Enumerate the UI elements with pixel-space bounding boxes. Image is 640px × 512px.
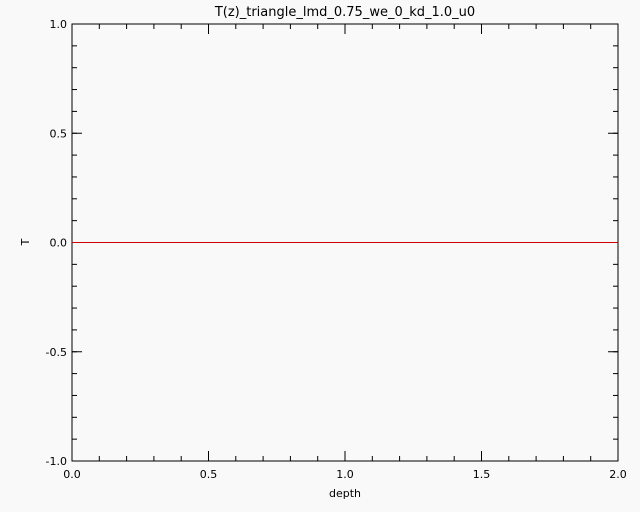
y-axis-label: T	[19, 238, 32, 246]
y-tick-label: 0.0	[50, 237, 68, 250]
x-tick-label: 1.5	[473, 468, 491, 481]
chart-title: T(z)_triangle_lmd_0.75_we_0_kd_1.0_u0	[214, 5, 475, 20]
x-tick-label: 0.0	[63, 468, 81, 481]
y-tick-label: -1.0	[46, 455, 67, 468]
x-axis-ticks: 0.0 0.5 1.0 1.5 2.0	[63, 24, 627, 481]
y-tick-label: -0.5	[46, 346, 67, 359]
y-tick-label: 1.0	[50, 18, 68, 31]
x-tick-label: 0.5	[200, 468, 218, 481]
x-tick-label: 1.0	[336, 468, 354, 481]
x-tick-label: 2.0	[609, 468, 627, 481]
x-axis-label: depth	[329, 487, 361, 500]
y-tick-label: 0.5	[50, 127, 68, 140]
